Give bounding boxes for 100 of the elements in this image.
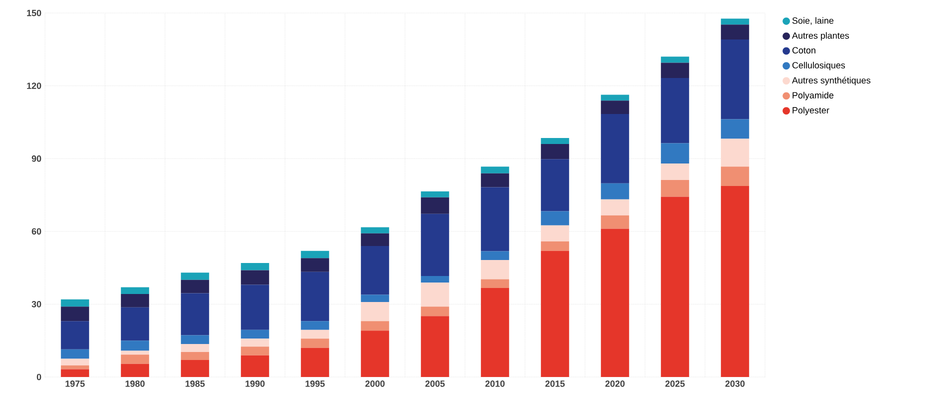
bar (120, 307, 150, 341)
y-tick-label: 150 (27, 10, 42, 16)
bar (480, 166, 510, 174)
bar (120, 294, 150, 308)
bar (540, 250, 570, 377)
bar (420, 214, 450, 276)
bar (540, 241, 570, 251)
bar (360, 302, 390, 322)
bar (300, 272, 330, 322)
bar (420, 276, 450, 283)
bar (60, 306, 90, 322)
bar (480, 260, 510, 280)
bar (480, 251, 510, 260)
bar (180, 280, 210, 294)
bar (660, 163, 690, 180)
bar (600, 215, 630, 229)
bar (660, 62, 690, 78)
bar (480, 288, 510, 377)
legend-label: Autres plantes (792, 32, 849, 40)
bar (600, 100, 630, 114)
bar (420, 197, 450, 214)
bar (240, 355, 270, 377)
bar (720, 119, 750, 139)
x-tick-label: 2000 (365, 380, 385, 387)
bar (240, 346, 270, 356)
x-tick-label: 1990 (246, 380, 265, 387)
legend-label: Polyester (792, 106, 830, 116)
bar (60, 349, 90, 359)
bar (720, 186, 750, 377)
bar (120, 364, 150, 377)
bar (120, 287, 150, 294)
x-tick-label: 2005 (425, 380, 445, 387)
bar (720, 138, 750, 167)
bar (540, 225, 570, 242)
legend-label: Coton (792, 47, 816, 54)
bar (60, 321, 90, 350)
bar (60, 299, 90, 307)
bar (240, 338, 270, 347)
y-tick-label: 90 (32, 155, 42, 162)
bar (600, 183, 630, 200)
x-tick-label: 1980 (126, 380, 145, 387)
bar (120, 340, 150, 351)
bar (540, 159, 570, 212)
bar (180, 293, 210, 336)
bar (300, 321, 330, 330)
bar (480, 187, 510, 252)
bar (300, 348, 330, 377)
bar (420, 316, 450, 377)
y-tick-label: 0 (36, 374, 42, 380)
bar (360, 246, 390, 295)
bar (540, 138, 570, 144)
bar (360, 294, 390, 302)
bar (240, 330, 270, 339)
bar (360, 321, 390, 331)
bar (600, 228, 630, 377)
bar (720, 166, 750, 186)
bar (660, 180, 690, 197)
bar (120, 354, 150, 364)
bar (540, 144, 570, 160)
x-tick-label: 2010 (485, 380, 505, 387)
legend-label: Polyamide (792, 92, 834, 100)
y-tick-label: 60 (32, 228, 42, 235)
bar (660, 143, 690, 164)
bar (600, 114, 630, 184)
legend-label: Soie, laine (792, 17, 834, 25)
bar (360, 227, 390, 234)
bar (420, 191, 450, 198)
bar (300, 330, 330, 339)
x-tick-label: 2030 (725, 380, 745, 387)
bar (720, 24, 750, 40)
bar (720, 39, 750, 120)
bar (240, 270, 270, 285)
bar (600, 199, 630, 216)
bar (300, 338, 330, 348)
bar (540, 211, 570, 226)
bar (240, 284, 270, 330)
bar (180, 335, 210, 344)
bar (660, 78, 690, 144)
x-tick-label: 2020 (605, 380, 625, 387)
bar (420, 282, 450, 307)
bar (480, 279, 510, 288)
bar (240, 262, 270, 270)
legend-label: Autres synthétiques (792, 76, 870, 86)
bar (60, 369, 90, 377)
bar (480, 173, 510, 188)
x-tick-label: 1985 (186, 380, 205, 387)
bar (720, 18, 750, 25)
x-tick-label: 1995 (306, 380, 325, 387)
bar (180, 352, 210, 360)
x-tick-label: 1975 (66, 380, 85, 387)
legend-label: Cellulosiques (792, 62, 845, 70)
bar (660, 56, 690, 63)
bar (300, 250, 330, 258)
bar (360, 233, 390, 246)
bar (360, 330, 390, 377)
x-tick-label: 2025 (665, 380, 685, 387)
y-tick-label: 30 (32, 301, 42, 308)
x-tick-label: 2015 (545, 380, 565, 387)
bar (180, 360, 210, 377)
bar (300, 258, 330, 272)
